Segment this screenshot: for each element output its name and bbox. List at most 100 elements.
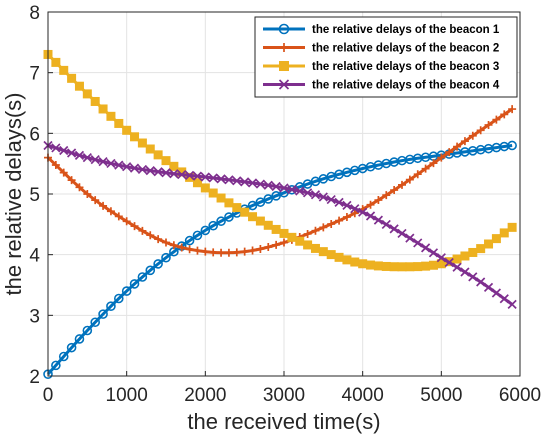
series-4-marker <box>444 257 454 268</box>
series-2-marker <box>390 186 399 195</box>
series-1-marker <box>82 325 93 336</box>
series-4-marker <box>122 162 132 172</box>
series-3-marker <box>271 224 281 234</box>
series-2-marker <box>500 110 509 119</box>
series-2-marker <box>51 161 60 170</box>
series-4-marker <box>468 272 478 282</box>
series-2-marker <box>162 238 170 247</box>
y-tick-label: 8 <box>29 3 40 24</box>
series-2-marker <box>437 153 446 162</box>
series-3-marker <box>381 261 391 271</box>
series-4 <box>43 140 517 310</box>
series-4-marker <box>137 164 148 175</box>
series-2-marker <box>83 190 92 198</box>
series-4-marker <box>279 183 289 193</box>
series-3-marker <box>389 262 399 272</box>
series-2-marker <box>445 148 454 157</box>
series-4-marker <box>326 194 336 205</box>
series-4-marker <box>114 160 124 170</box>
series-4-marker <box>224 175 234 185</box>
series-3-marker <box>130 132 140 142</box>
x-tick-label: 5000 <box>420 385 462 406</box>
series-1-marker <box>192 230 203 241</box>
series-4-marker <box>129 163 140 173</box>
series-3-marker <box>122 125 132 135</box>
series-4-marker <box>436 253 446 263</box>
series-3-marker <box>240 207 250 217</box>
series-3-marker <box>263 220 273 230</box>
series-2-marker <box>106 207 115 216</box>
series-3 <box>43 49 517 272</box>
legend-item: the relative delays of the beacon 2 <box>263 43 499 55</box>
x-tick-label: 1000 <box>106 385 148 406</box>
series-2-marker <box>177 243 186 252</box>
series-2-marker <box>319 223 328 232</box>
series-2-marker <box>280 238 288 247</box>
series-3-marker <box>310 243 320 253</box>
series-4-marker <box>263 180 273 190</box>
x-tick-label: 6000 <box>499 385 541 406</box>
series-2-marker <box>185 245 194 254</box>
x-tick-label: 3000 <box>263 385 305 406</box>
series-4-marker <box>200 172 210 182</box>
series-4-marker <box>476 277 486 287</box>
series-1 <box>43 140 517 379</box>
series-4-marker <box>318 192 328 202</box>
series-3-marker <box>74 81 84 91</box>
series-2-marker <box>59 168 68 177</box>
series-4-marker <box>358 207 368 217</box>
series-3-marker <box>507 222 517 232</box>
series-3-marker <box>499 228 509 238</box>
series-2-marker <box>335 216 344 225</box>
series-2-marker <box>217 248 226 257</box>
series-4-marker <box>216 174 226 184</box>
series-3-marker <box>248 212 258 222</box>
y-tick-label: 5 <box>29 185 40 206</box>
series-3-marker <box>350 257 360 267</box>
series-2 <box>44 105 517 257</box>
series-3-marker <box>373 261 383 271</box>
series-4-marker <box>507 299 517 310</box>
legend-label: the relative delays of the beacon 1 <box>312 24 500 36</box>
series-4-marker <box>452 262 462 272</box>
series-4-marker <box>420 243 431 253</box>
series-2-marker <box>508 105 517 114</box>
series-1-marker <box>74 334 85 344</box>
series-2-marker <box>398 180 406 189</box>
series-1-marker <box>184 235 195 246</box>
series-2-marker <box>421 164 430 173</box>
y-axis-title: the relative delays(s) <box>1 93 26 296</box>
series-3-marker <box>90 96 100 106</box>
series-3-marker <box>287 232 297 242</box>
legend-marker <box>278 23 290 35</box>
series-3-marker <box>98 104 108 114</box>
series-1-marker <box>507 140 517 151</box>
series-1-marker <box>145 265 156 276</box>
series-2-marker <box>366 200 375 209</box>
series-1-marker <box>161 252 171 263</box>
series-1-marker <box>66 342 77 353</box>
series-3-marker <box>476 244 486 254</box>
series-2-marker <box>232 248 241 257</box>
series-2-marker <box>374 196 383 205</box>
series-4-marker <box>428 248 439 258</box>
series-2-marker <box>99 201 108 210</box>
series-2-marker <box>468 131 477 140</box>
series-3-marker <box>216 193 226 203</box>
series-3-marker <box>153 150 163 160</box>
series-4-marker <box>342 200 352 211</box>
series-2-marker <box>405 175 414 184</box>
series-3-marker <box>334 252 344 262</box>
series-4-marker <box>169 169 179 179</box>
series-3-marker <box>137 138 147 148</box>
series-4-marker <box>373 215 384 225</box>
series-2-marker <box>91 196 100 205</box>
series-4-marker <box>287 184 297 195</box>
series-3-marker <box>145 144 155 154</box>
series-3-marker <box>468 247 478 257</box>
series-3-marker <box>484 239 494 249</box>
series-1-marker <box>247 200 258 211</box>
series-4-marker <box>59 145 69 156</box>
series-1-marker <box>271 191 281 201</box>
series-2-marker <box>130 222 139 231</box>
